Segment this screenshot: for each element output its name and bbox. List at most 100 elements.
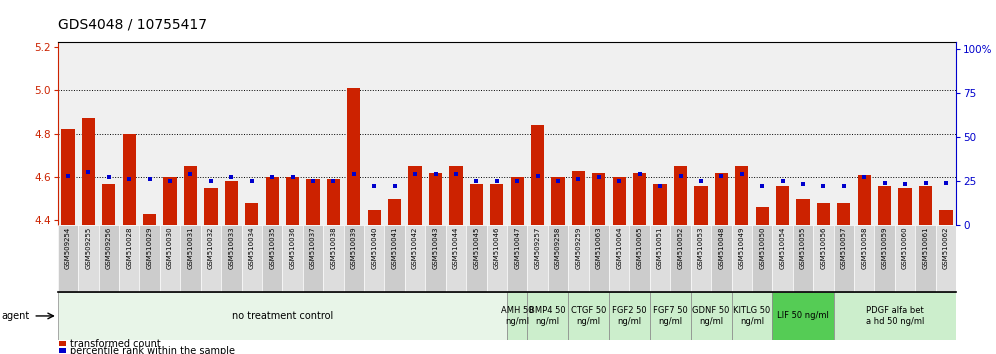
Text: GSM510060: GSM510060 (902, 227, 908, 269)
Bar (348, 88, 361, 225)
Text: GSM510034: GSM510034 (249, 227, 255, 269)
Text: GDS4048 / 10755417: GDS4048 / 10755417 (58, 18, 207, 32)
Text: GSM510032: GSM510032 (208, 227, 214, 269)
Bar (629, 225, 650, 292)
Bar (62, 129, 75, 225)
Bar (221, 225, 242, 292)
Bar (368, 210, 380, 225)
Bar (82, 119, 95, 225)
Bar (388, 199, 401, 225)
Text: GSM510035: GSM510035 (269, 227, 275, 269)
Bar (266, 177, 279, 225)
Bar (691, 292, 731, 340)
Bar (874, 225, 894, 292)
Bar (731, 225, 752, 292)
Text: GSM510046: GSM510046 (494, 227, 500, 269)
Bar (731, 292, 773, 340)
Bar (507, 292, 528, 340)
Bar (60, 341, 66, 346)
Text: GSM509257: GSM509257 (535, 227, 541, 269)
Bar (610, 292, 650, 340)
Bar (552, 177, 565, 225)
Bar (103, 184, 116, 225)
Text: GSM510029: GSM510029 (146, 227, 152, 269)
Text: no treatment control: no treatment control (232, 311, 333, 321)
Text: GSM510052: GSM510052 (677, 227, 683, 269)
Bar (327, 179, 340, 225)
Bar (344, 225, 365, 292)
Bar (204, 188, 217, 225)
Bar (939, 210, 952, 225)
Bar (650, 225, 670, 292)
Bar (184, 166, 197, 225)
Bar (915, 225, 936, 292)
Bar (715, 173, 728, 225)
Bar (834, 225, 854, 292)
Bar (613, 177, 625, 225)
Bar (936, 225, 956, 292)
Text: GSM510044: GSM510044 (453, 227, 459, 269)
Text: percentile rank within the sample: percentile rank within the sample (71, 346, 235, 354)
Bar (446, 225, 466, 292)
Bar (123, 133, 135, 225)
Bar (470, 184, 483, 225)
Text: GSM510038: GSM510038 (331, 227, 337, 269)
Bar (486, 225, 507, 292)
Text: GSM510057: GSM510057 (841, 227, 847, 269)
Bar (919, 186, 932, 225)
Bar (858, 175, 871, 225)
Text: FGF2 50
ng/ml: FGF2 50 ng/ml (613, 306, 646, 326)
Bar (163, 177, 176, 225)
Bar (262, 225, 283, 292)
Bar (245, 203, 258, 225)
Bar (225, 181, 238, 225)
Bar (817, 203, 830, 225)
Bar (286, 177, 299, 225)
Text: GSM510062: GSM510062 (943, 227, 949, 269)
Bar (854, 225, 874, 292)
Bar (633, 173, 646, 225)
Bar (242, 225, 262, 292)
Bar (838, 203, 851, 225)
Bar (593, 173, 606, 225)
Text: GSM510058: GSM510058 (862, 227, 868, 269)
Bar (511, 177, 524, 225)
Text: GSM510059: GSM510059 (881, 227, 887, 269)
Bar (143, 214, 156, 225)
Bar (898, 188, 911, 225)
Bar (384, 225, 404, 292)
Text: GDNF 50
ng/ml: GDNF 50 ng/ml (692, 306, 730, 326)
Text: GSM510036: GSM510036 (290, 227, 296, 269)
Bar (507, 225, 528, 292)
Bar (670, 225, 691, 292)
Text: GSM510041: GSM510041 (391, 227, 397, 269)
Bar (531, 125, 544, 225)
Text: PDGF alfa bet
a hd 50 ng/ml: PDGF alfa bet a hd 50 ng/ml (866, 306, 924, 326)
Bar (797, 199, 810, 225)
Text: BMP4 50
ng/ml: BMP4 50 ng/ml (530, 306, 566, 326)
Text: GSM509255: GSM509255 (86, 227, 92, 269)
Bar (694, 186, 707, 225)
Text: GSM510061: GSM510061 (922, 227, 928, 269)
Bar (528, 225, 548, 292)
Bar (589, 225, 610, 292)
Bar (756, 207, 769, 225)
Text: GSM510033: GSM510033 (228, 227, 234, 269)
Text: GSM510050: GSM510050 (759, 227, 765, 269)
Text: FGF7 50
ng/ml: FGF7 50 ng/ml (653, 306, 687, 326)
Text: KITLG 50
ng/ml: KITLG 50 ng/ml (733, 306, 771, 326)
Bar (752, 225, 773, 292)
Bar (793, 225, 813, 292)
Bar (449, 166, 462, 225)
Text: GSM510064: GSM510064 (617, 227, 622, 269)
Text: GSM510053: GSM510053 (698, 227, 704, 269)
Bar (159, 225, 180, 292)
Bar (773, 292, 834, 340)
Bar (323, 225, 344, 292)
Bar (776, 186, 789, 225)
Bar (425, 225, 446, 292)
Text: agent: agent (1, 311, 29, 321)
Bar (650, 292, 691, 340)
Bar (528, 292, 568, 340)
Text: GSM510030: GSM510030 (167, 227, 173, 269)
